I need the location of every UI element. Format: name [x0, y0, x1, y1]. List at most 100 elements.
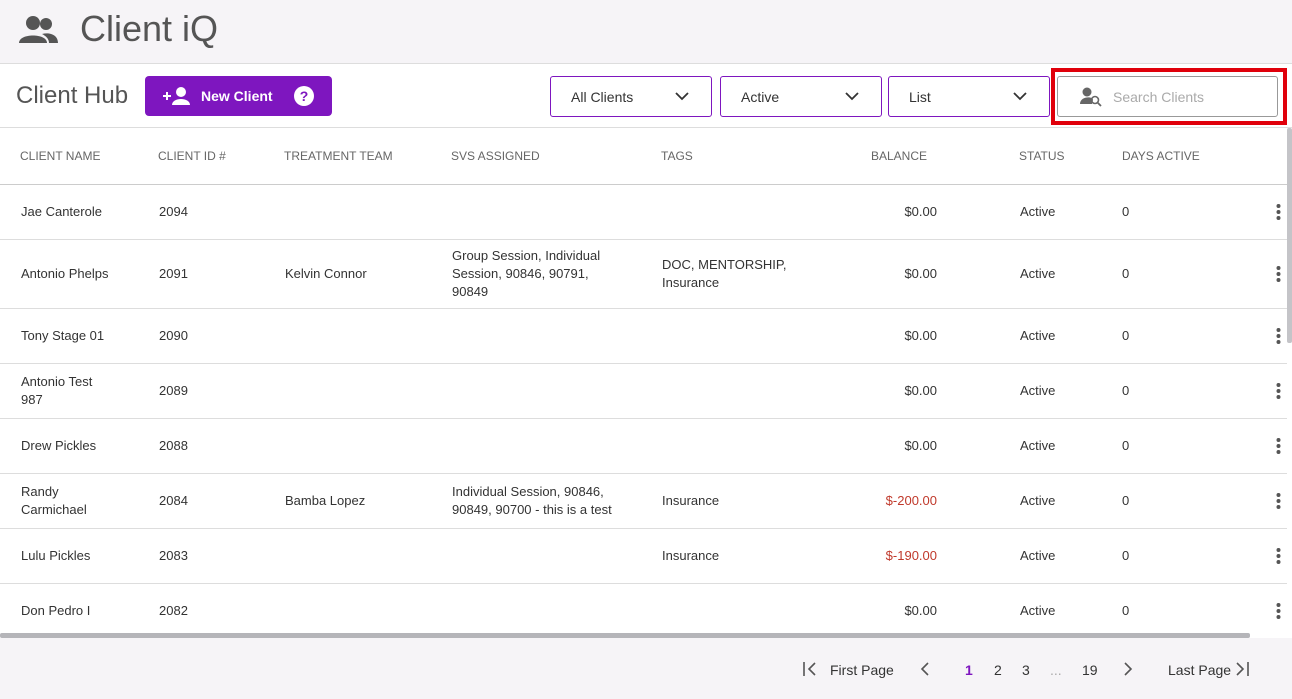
table-cell: Antonio Phelps: [21, 266, 109, 281]
table-cell: 2083: [159, 548, 188, 563]
table-cell: Insurance: [662, 493, 720, 508]
table-cell: 0: [1122, 493, 1130, 508]
page-link[interactable]: ...: [1050, 662, 1062, 678]
row-menu[interactable]: [1276, 602, 1281, 620]
divider: [0, 127, 1292, 128]
table-cell: Group Session, Individual Session, 90846…: [452, 248, 601, 299]
table-row[interactable]: Jae CanteroleJae Canterole2094$0.00Activ…: [0, 185, 1287, 240]
highlight-box: [1051, 68, 1287, 125]
table-cell: Insurance: [662, 548, 720, 563]
vertical-scrollbar[interactable]: [1287, 128, 1292, 343]
table-cell: 2089: [159, 383, 188, 398]
table-cell: 0: [1122, 603, 1130, 618]
row-menu[interactable]: [1276, 382, 1281, 400]
table-cell: Active: [1020, 383, 1056, 398]
table-cell: 2088: [159, 438, 188, 453]
chevron: [675, 92, 689, 101]
table-cell: $0.00: [904, 204, 937, 219]
column-header: CLIENT NAME: [20, 149, 101, 163]
last-page-icon: [1236, 662, 1249, 676]
table-cell: $-190.00: [885, 548, 937, 563]
table-row[interactable]: Antonio Test 987Antonio Test 9872089$0.0…: [0, 364, 1287, 419]
page-link[interactable]: 3: [1022, 662, 1030, 678]
column-header: TREATMENT TEAM: [284, 149, 393, 163]
column-header: STATUS: [1019, 149, 1065, 163]
table-cell: DOC, MENTORSHIP, Insurance: [662, 257, 787, 290]
table-cell: Tony Stage 01: [21, 328, 105, 343]
page-link[interactable]: 2: [994, 662, 1002, 678]
table-cell: Lulu Pickles: [21, 548, 91, 563]
column-header: DAYS ACTIVE: [1122, 149, 1200, 163]
column-header: SVS ASSIGNED: [451, 149, 540, 163]
table-cell: $0.00: [904, 383, 937, 398]
table-cell: $0.00: [904, 328, 937, 343]
chevron: [845, 92, 859, 101]
first-page-link[interactable]: First Page: [830, 662, 894, 678]
page-link[interactable]: 1: [965, 662, 973, 678]
last-page-link[interactable]: Last Page: [1168, 662, 1232, 678]
table-cell: 0: [1122, 438, 1130, 453]
table-row[interactable]: Group Session, Individual Session, 90846…: [0, 240, 1287, 309]
search-placeholder: Search Clients: [1113, 89, 1205, 105]
table-cell: Drew Pickles: [21, 438, 97, 453]
table-cell: 0: [1122, 204, 1130, 219]
table-row[interactable]: Tony Stage 01Tony Stage 012090$0.00Activ…: [0, 309, 1287, 364]
table-cell: 0: [1122, 328, 1130, 343]
row-menu[interactable]: [1276, 265, 1281, 283]
search-input[interactable]: Search Clients: [1057, 76, 1278, 117]
page-title: Client Hub: [16, 82, 129, 109]
filter-dropdown[interactable]: List: [888, 76, 1050, 117]
prev-page-icon[interactable]: [920, 662, 930, 676]
row-menu[interactable]: [1276, 203, 1281, 221]
table-cell: Randy Carmichael: [21, 484, 87, 517]
table-cell: 2090: [159, 328, 188, 343]
page-link[interactable]: 19: [1082, 662, 1098, 678]
row-menu[interactable]: [1276, 437, 1281, 455]
table-cell: Bamba Lopez: [285, 493, 366, 508]
app-title: Client iQ: [80, 8, 219, 49]
table-row[interactable]: Lulu PicklesLulu Pickles2083Insurance$-1…: [0, 529, 1287, 584]
filter-label: All Clients: [571, 89, 634, 105]
filter-label: Active: [741, 89, 780, 105]
table-cell: Kelvin Connor: [285, 266, 367, 281]
search-icon: [1080, 87, 1102, 107]
column-header: CLIENT ID #: [158, 149, 226, 163]
filter-dropdown[interactable]: Active: [720, 76, 882, 117]
horizontal-scrollbar[interactable]: [0, 633, 1250, 638]
app-header: Client iQ: [0, 0, 1292, 64]
table-cell: Active: [1020, 548, 1056, 563]
table-cell: Individual Session, 90846, 90849, 90700 …: [452, 484, 612, 517]
table-row[interactable]: Individual Session, 90846, 90849, 90700 …: [0, 474, 1287, 529]
table-cell: 2084: [159, 493, 188, 508]
row-menu[interactable]: [1276, 492, 1281, 510]
filter-dropdown[interactable]: All Clients: [550, 76, 712, 117]
column-header: TAGS: [661, 149, 693, 163]
clients-icon: [19, 16, 58, 43]
row-menu[interactable]: [1276, 327, 1281, 345]
table-cell: Don Pedro I: [21, 603, 91, 618]
table-cell: 0: [1122, 548, 1130, 563]
button-label: New Client: [201, 88, 273, 104]
table-body: Jae CanteroleJae Canterole2094$0.00Activ…: [0, 185, 1287, 633]
new-client-button[interactable]: New Client ?: [145, 76, 332, 116]
table-cell: Antonio Test 987: [21, 374, 93, 407]
table-cell: $0.00: [904, 603, 937, 618]
table-cell: 2091: [159, 266, 188, 281]
help-icon[interactable]: ?: [294, 86, 314, 106]
row-menu[interactable]: [1276, 547, 1281, 565]
svg-text:?: ?: [300, 88, 309, 104]
pagination: First Page 1 2 3... 19 Last Page: [0, 638, 1292, 699]
chevron: [1013, 92, 1027, 101]
table-cell: Active: [1020, 438, 1056, 453]
table-cell: Active: [1020, 204, 1056, 219]
table-cell: $0.00: [904, 438, 937, 453]
table-cell: 0: [1122, 383, 1130, 398]
next-page-icon[interactable]: [1123, 662, 1133, 676]
table-cell: 2094: [159, 204, 188, 219]
table-cell: 0: [1122, 266, 1130, 281]
table-cell: $0.00: [904, 266, 937, 281]
table-cell: Active: [1020, 603, 1056, 618]
